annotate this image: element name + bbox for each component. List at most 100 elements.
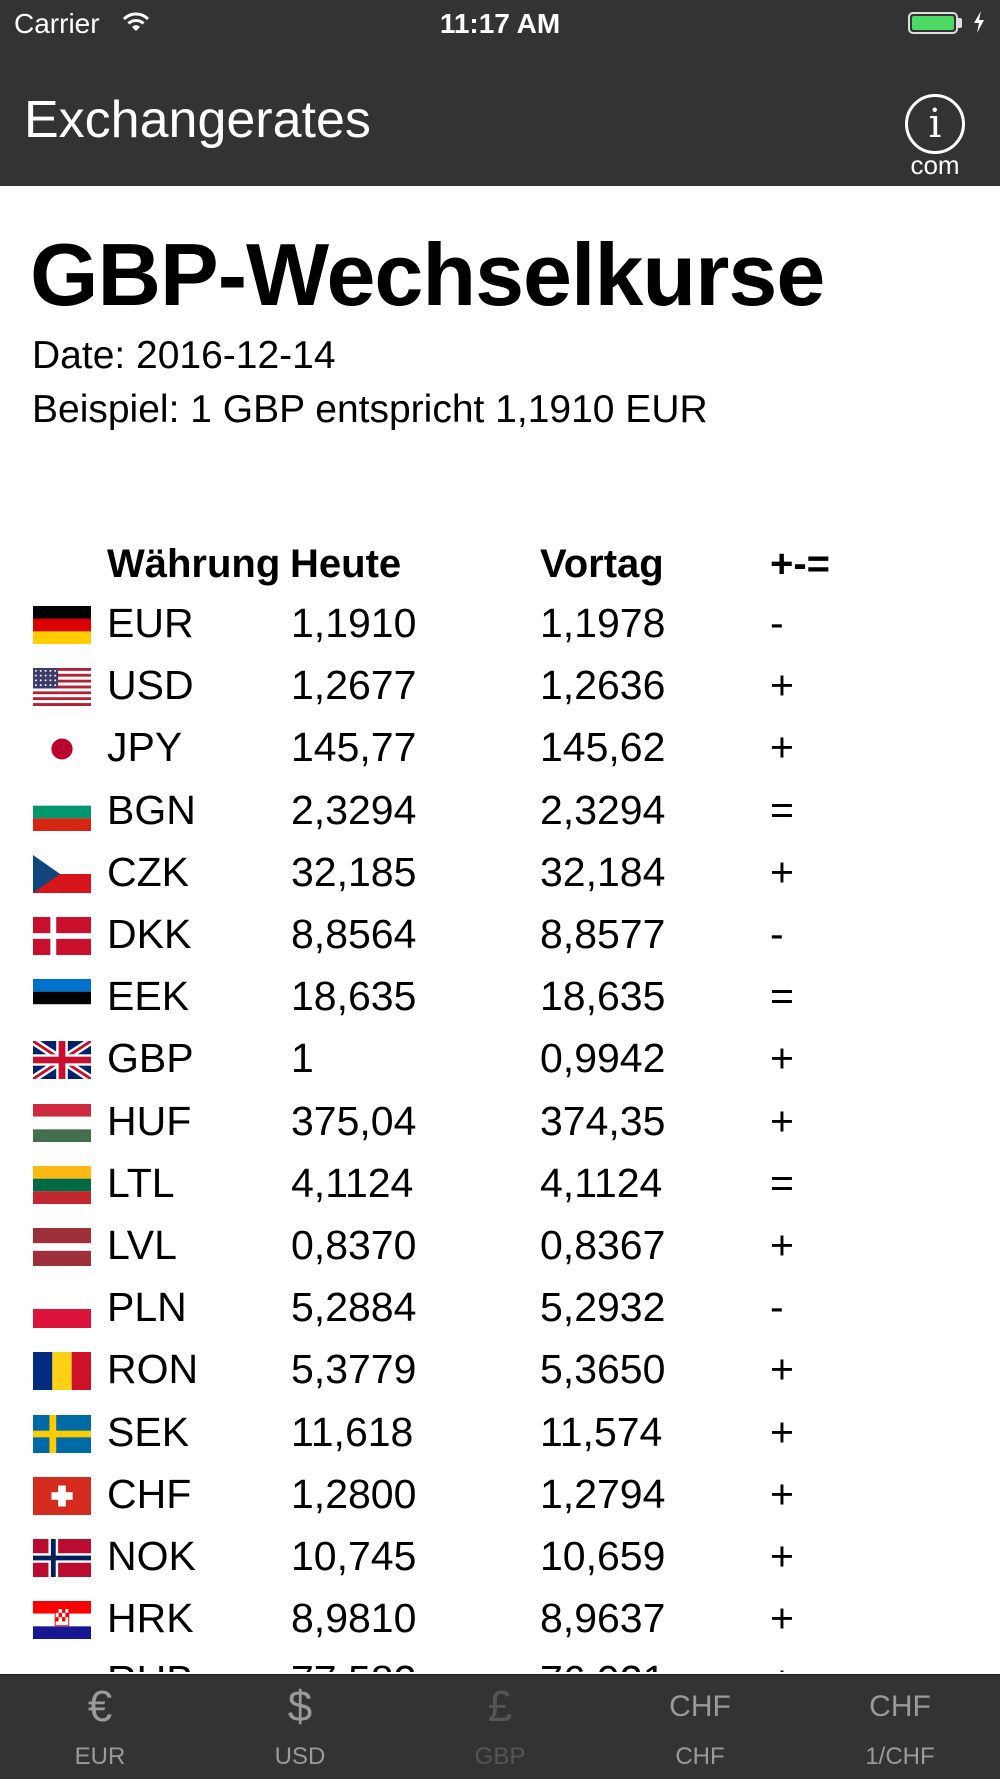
chf-inverse-icon: CHF xyxy=(869,1690,931,1723)
currency-code: NOK xyxy=(107,1533,196,1579)
table-row: JPY 145,77 145,62 + xyxy=(0,720,1000,782)
header-currency: Währung xyxy=(107,542,281,586)
rate-previous-day: 8,8577 xyxy=(540,911,666,957)
rate-today: 1,1910 xyxy=(291,600,417,646)
status-bar: Carrier 11:17 AM xyxy=(0,0,1000,50)
rate-today: 77,582 xyxy=(291,1657,416,1672)
currency-code: JPY xyxy=(107,724,183,771)
header-today: Heute xyxy=(290,542,402,586)
header-trend: +-= xyxy=(770,542,831,586)
rate-today: 1,2800 xyxy=(291,1470,417,1517)
trend-indicator: + xyxy=(770,848,794,895)
trend-indicator: + xyxy=(770,1097,794,1144)
currency-code: PLN xyxy=(107,1284,187,1331)
trend-indicator: = xyxy=(770,786,794,833)
pound-icon: £ xyxy=(487,1682,513,1731)
trend-indicator: + xyxy=(770,1533,794,1579)
table-row: LVL 0,8370 0,8367 + xyxy=(0,1218,1000,1280)
rate-today: 8,9810 xyxy=(291,1595,417,1642)
table-row: SEK 11,618 11,574 + xyxy=(0,1405,1000,1467)
sweden-flag xyxy=(33,1414,91,1453)
navigation-bar: Exchangerates i com xyxy=(0,50,1000,186)
trend-indicator: + xyxy=(770,1222,794,1268)
rate-previous-day: 76,921 xyxy=(540,1657,665,1672)
tab-1-chf[interactable]: CHF 1/CHF xyxy=(800,1675,1000,1779)
table-row: EEK 18,635 18,635 = xyxy=(0,969,1000,1031)
currency-code: RUB xyxy=(107,1657,194,1672)
table-row: HUF 375,04 374,35 + xyxy=(0,1094,1000,1156)
currency-code: LTL xyxy=(107,1159,175,1206)
tab-label: USD xyxy=(274,1743,326,1770)
tab-chf[interactable]: CHF CHF xyxy=(600,1675,800,1779)
estonia-flag xyxy=(33,979,91,1018)
rate-previous-day: 0,8367 xyxy=(540,1222,666,1268)
trend-indicator: + xyxy=(770,1657,794,1672)
table-row: LTL 4,1124 4,1124 = xyxy=(0,1156,1000,1218)
trend-indicator: + xyxy=(770,1408,794,1455)
header-previous-day: Vortag xyxy=(540,542,664,586)
currency-code: RON xyxy=(107,1346,199,1393)
rate-today: 5,3779 xyxy=(291,1346,417,1393)
battery-fill xyxy=(912,16,954,30)
rate-today: 8,8564 xyxy=(291,911,417,957)
rate-previous-day: 2,3294 xyxy=(540,786,666,833)
carrier-label: Carrier xyxy=(14,8,100,39)
rate-previous-day: 18,635 xyxy=(540,973,666,1020)
tab-eur[interactable]: € EUR xyxy=(0,1675,200,1779)
chf-icon: CHF xyxy=(669,1690,731,1723)
usa-flag xyxy=(33,668,91,707)
tab-label: CHF xyxy=(675,1743,725,1770)
trend-indicator: - xyxy=(770,911,784,957)
currency-code: HRK xyxy=(107,1595,194,1642)
clock: 11:17 AM xyxy=(439,8,561,39)
tab-usd[interactable]: $ USD xyxy=(200,1675,400,1779)
tab-gbp[interactable]: £ GBP xyxy=(400,1675,600,1779)
trend-indicator: + xyxy=(770,1035,794,1082)
lithuania-flag xyxy=(33,1165,91,1204)
currency-code: USD xyxy=(107,662,194,709)
battery-tip xyxy=(958,18,962,28)
romania-flag xyxy=(33,1352,91,1391)
rate-previous-day: 5,3650 xyxy=(540,1346,666,1393)
table-row: NOK 10,745 10,659 + xyxy=(0,1529,1000,1591)
japan-flag xyxy=(33,730,91,769)
currency-code: BGN xyxy=(107,786,196,833)
rate-previous-day: 10,659 xyxy=(540,1533,666,1579)
rate-previous-day: 5,2932 xyxy=(540,1284,666,1331)
hungary-flag xyxy=(33,1103,91,1142)
rate-today: 2,3294 xyxy=(291,786,417,833)
currency-code: LVL xyxy=(107,1222,177,1268)
trend-indicator: - xyxy=(770,1284,784,1331)
currency-code: GBP xyxy=(107,1035,194,1082)
rate-today: 5,2884 xyxy=(291,1284,417,1331)
info-button-label[interactable]: com xyxy=(910,150,960,180)
euro-icon: € xyxy=(87,1682,113,1731)
info-icon: i xyxy=(928,101,942,147)
table-row: CHF 1,2800 1,2794 + xyxy=(0,1467,1000,1529)
rate-today: 18,635 xyxy=(291,973,417,1020)
currency-code: CZK xyxy=(107,848,189,895)
charging-bolt-icon xyxy=(972,10,986,39)
dollar-icon: $ xyxy=(287,1682,313,1731)
rate-today: 32,185 xyxy=(291,848,417,895)
trend-indicator: = xyxy=(770,973,794,1020)
rate-today: 1,2677 xyxy=(291,662,417,709)
table-row: CZK 32,185 32,184 + xyxy=(0,845,1000,907)
switzerland-flag xyxy=(33,1476,91,1515)
tab-label: 1/CHF xyxy=(865,1743,935,1770)
currency-code: EUR xyxy=(107,600,194,646)
table-row: RUB 77,582 76,921 + xyxy=(0,1653,1000,1672)
currency-code: DKK xyxy=(107,911,192,957)
nav-title: Exchangerates xyxy=(24,91,371,149)
rate-previous-day: 8,9637 xyxy=(540,1595,666,1642)
info-button[interactable]: i xyxy=(905,94,965,154)
rate-today: 0,8370 xyxy=(291,1222,417,1268)
russia-flag xyxy=(33,1663,91,1672)
currency-code: SEK xyxy=(107,1408,190,1455)
table-row: HRK 8,9810 8,9637 + xyxy=(0,1591,1000,1653)
rate-today: 11,618 xyxy=(291,1408,414,1455)
latvia-flag xyxy=(33,1228,91,1266)
trend-indicator: - xyxy=(770,600,784,646)
rate-previous-day: 11,574 xyxy=(540,1408,663,1455)
rate-today: 145,77 xyxy=(291,724,417,771)
